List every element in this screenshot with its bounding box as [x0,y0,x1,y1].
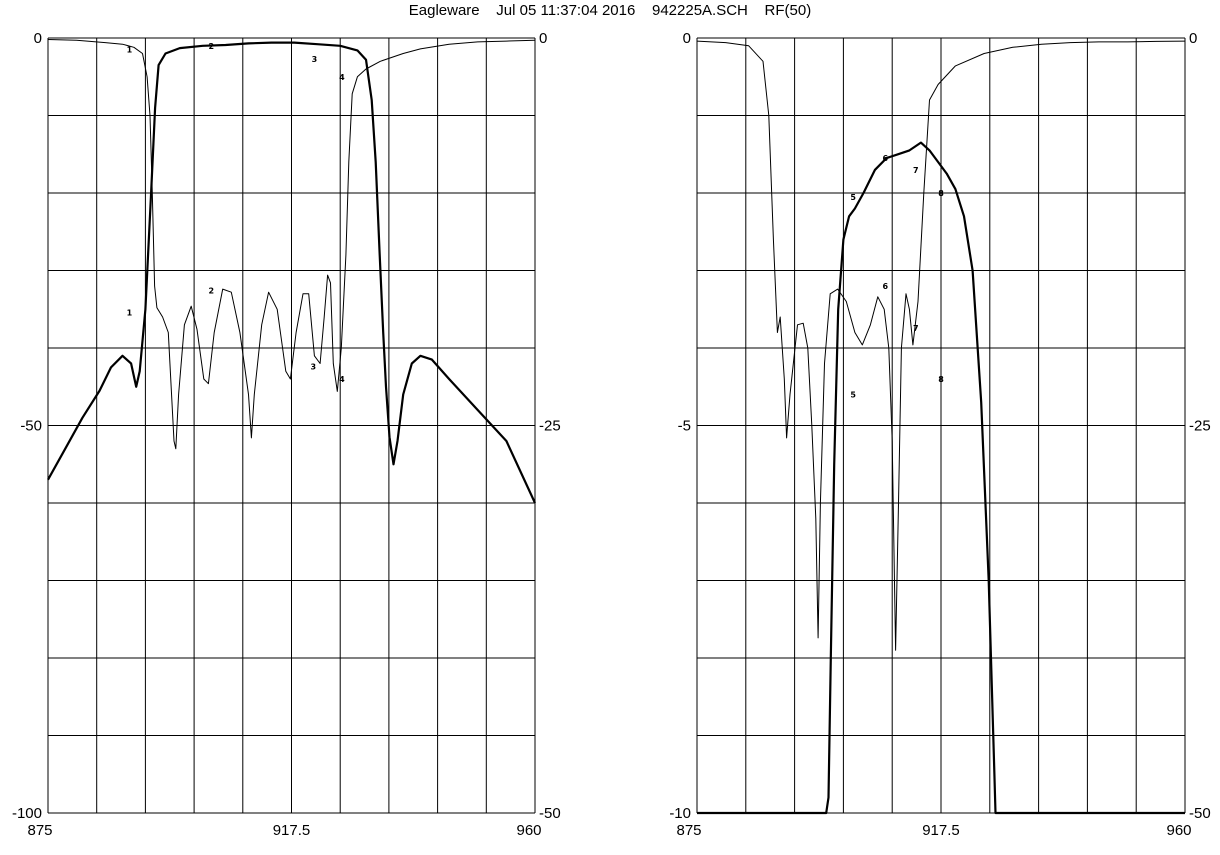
y-left-tick-label: -5 [678,418,691,435]
y-right-tick-label: -50 [539,805,561,822]
marker-label: 6 [883,282,889,291]
y-right-tick-label: -25 [539,418,561,435]
marker-label: 4 [339,375,345,384]
marker-label: 8 [938,375,944,384]
marker-label: 1 [127,46,133,55]
y-left-tick-label: -100 [12,805,42,822]
x-tick-label: 875 [27,822,52,839]
marker-label: 6 [883,154,889,163]
marker-label: 8 [938,189,944,198]
y-right-tick-label: 0 [539,30,547,47]
series-line-thin [47,39,536,450]
marker-label: 5 [850,193,856,202]
chart-header-title: Eagleware Jul 05 11:37:04 2016 942225A.S… [408,2,812,19]
marker-label: 1 [127,308,133,317]
series-line-thick [697,141,1185,815]
y-right-tick-label: -50 [1189,805,1211,822]
marker-label: 3 [310,363,316,372]
series-line-thick [47,41,536,504]
x-tick-label: 960 [516,822,541,839]
y-left-tick-label: -50 [20,418,42,435]
y-left-tick-label: -10 [669,805,691,822]
y-right-tick-label: -25 [1189,418,1211,435]
x-tick-label: 917.5 [273,822,311,839]
y-right-tick-label: 0 [1189,30,1197,47]
marker-label: 3 [312,55,318,64]
y-left-tick-label: 0 [683,30,691,47]
x-tick-label: 960 [1166,822,1191,839]
marker-label: 7 [913,166,919,175]
marker-label: 2 [208,42,214,51]
x-tick-label: 875 [676,822,701,839]
x-tick-label: 917.5 [922,822,960,839]
y-left-tick-label: 0 [34,30,42,47]
series-line-thin [696,40,1186,651]
marker-label: 7 [913,324,919,333]
marker-label: 2 [208,287,214,296]
marker-label: 5 [850,391,856,400]
marker-label: 4 [339,73,345,82]
